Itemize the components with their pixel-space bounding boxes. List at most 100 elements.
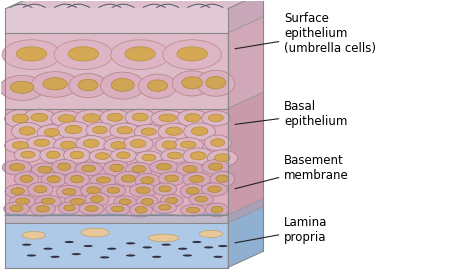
Ellipse shape [64,172,89,187]
Bar [5,109,228,215]
Ellipse shape [119,199,131,205]
Ellipse shape [64,148,90,163]
Ellipse shape [36,206,49,212]
Ellipse shape [206,76,226,89]
Ellipse shape [183,166,197,172]
Ellipse shape [165,175,179,182]
Ellipse shape [34,139,50,146]
Polygon shape [228,199,263,223]
Ellipse shape [95,153,109,159]
Ellipse shape [186,207,200,213]
Ellipse shape [111,206,124,212]
Ellipse shape [197,70,235,96]
Ellipse shape [70,151,84,159]
Ellipse shape [135,207,147,213]
Ellipse shape [149,160,179,174]
Ellipse shape [61,141,75,149]
Ellipse shape [23,109,56,127]
Ellipse shape [161,244,171,246]
Ellipse shape [159,172,185,186]
Ellipse shape [110,149,137,162]
Ellipse shape [27,254,36,257]
Ellipse shape [2,40,61,69]
Ellipse shape [162,141,176,149]
Ellipse shape [123,136,153,152]
Ellipse shape [160,195,183,207]
Ellipse shape [9,195,36,208]
Ellipse shape [189,193,214,205]
Ellipse shape [54,137,82,154]
Ellipse shape [110,164,124,172]
Ellipse shape [111,141,126,149]
Ellipse shape [130,140,146,148]
Ellipse shape [114,196,137,208]
Ellipse shape [100,256,109,259]
Ellipse shape [71,175,83,183]
Ellipse shape [81,228,109,237]
Ellipse shape [191,127,208,135]
Ellipse shape [12,114,28,123]
Ellipse shape [85,192,109,206]
Ellipse shape [81,183,106,198]
Ellipse shape [177,47,207,61]
Ellipse shape [5,110,36,128]
Polygon shape [228,92,263,215]
Ellipse shape [167,152,182,159]
Ellipse shape [68,47,99,61]
Ellipse shape [204,135,231,151]
Ellipse shape [141,177,154,184]
Ellipse shape [136,187,150,193]
Ellipse shape [136,195,159,209]
Ellipse shape [43,248,53,250]
Ellipse shape [135,173,160,188]
Ellipse shape [21,151,35,158]
Ellipse shape [5,138,36,153]
Bar [5,215,228,223]
Ellipse shape [155,137,183,153]
Ellipse shape [156,163,172,170]
Ellipse shape [27,136,57,150]
Ellipse shape [41,198,55,204]
Ellipse shape [89,149,116,163]
Ellipse shape [141,128,156,135]
Ellipse shape [195,196,208,202]
Ellipse shape [189,176,204,183]
Ellipse shape [64,241,74,243]
Text: Lamina
propria: Lamina propria [235,216,328,244]
Ellipse shape [82,165,96,172]
Bar [5,223,228,267]
Ellipse shape [16,198,29,204]
Ellipse shape [142,154,156,161]
Ellipse shape [161,149,189,163]
Ellipse shape [76,136,107,152]
Ellipse shape [151,110,184,126]
Ellipse shape [209,114,223,122]
Ellipse shape [117,127,133,134]
Ellipse shape [138,74,177,98]
Ellipse shape [121,175,136,182]
Ellipse shape [176,162,204,176]
Ellipse shape [134,124,163,140]
Ellipse shape [111,79,134,91]
Polygon shape [5,4,228,33]
Ellipse shape [65,125,82,134]
Ellipse shape [182,77,202,89]
Ellipse shape [44,128,59,137]
Ellipse shape [19,127,36,135]
Ellipse shape [14,172,38,187]
Ellipse shape [11,188,25,195]
Ellipse shape [69,73,108,98]
Ellipse shape [37,125,66,141]
Ellipse shape [10,205,23,212]
Ellipse shape [153,183,177,195]
Ellipse shape [35,195,61,208]
Ellipse shape [90,174,117,187]
Ellipse shape [125,109,155,126]
Ellipse shape [183,148,214,164]
Ellipse shape [40,148,67,163]
Ellipse shape [10,81,34,93]
Ellipse shape [52,159,77,175]
Ellipse shape [186,187,199,194]
Ellipse shape [75,109,108,127]
Ellipse shape [72,253,81,255]
